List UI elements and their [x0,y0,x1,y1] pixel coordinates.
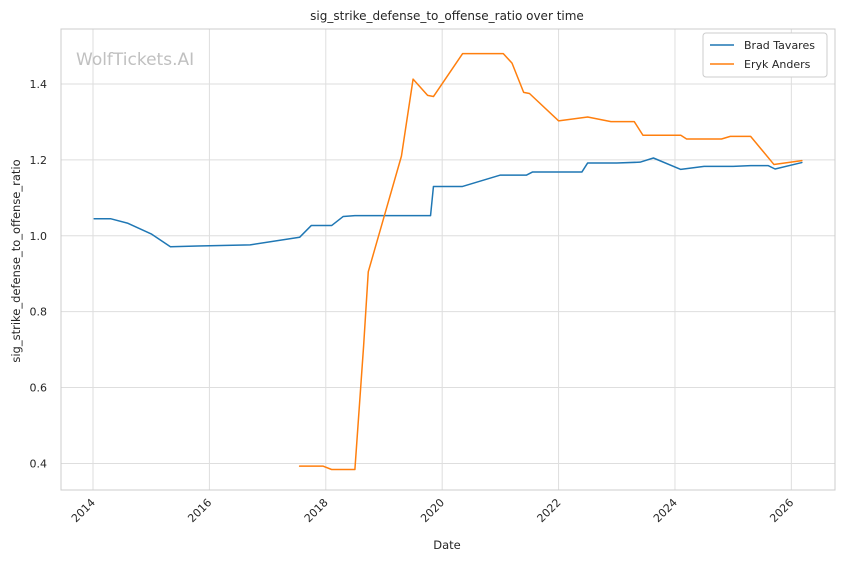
y-axis-ticks: 0.4 0.6 0.8 1.0 1.2 1.4 [30,78,48,470]
chart-title: sig_strike_defense_to_offense_ratio over… [310,9,584,23]
legend-box [702,32,828,78]
y-tick-label: 0.8 [30,306,48,319]
watermark: WolfTickets.AI [76,50,194,70]
plot-frame [60,28,836,491]
y-tick-label: 0.6 [30,382,48,395]
y-tick-label: 1.0 [30,230,48,243]
grid [61,29,835,490]
y-tick-label: 0.4 [30,457,48,470]
y-tick-label: 1.2 [30,154,48,167]
legend-label-eryk-anders: Eryk Anders [744,58,811,71]
x-axis-title: Date [433,538,461,552]
series-line-brad-tavares [93,157,803,248]
legend: Brad Tavares Eryk Anders [702,32,828,78]
y-axis-title: sig_strike_defense_to_offense_ratio [9,159,23,362]
legend-label-brad-tavares: Brad Tavares [744,39,815,52]
series-layer [93,52,803,471]
y-tick-label: 1.4 [30,78,48,91]
series-line-eryk-anders [298,52,803,471]
